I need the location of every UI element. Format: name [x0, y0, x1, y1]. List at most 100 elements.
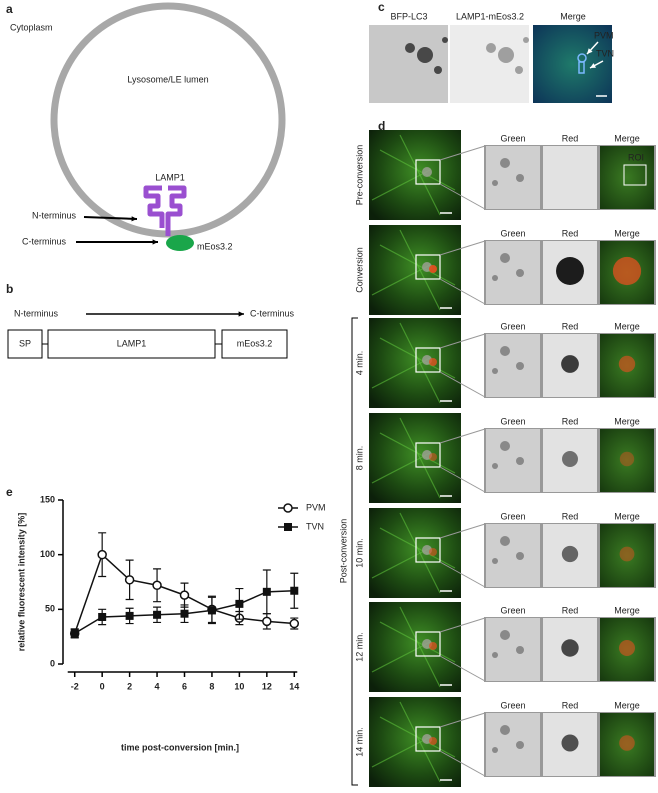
y-tick-label: 0	[50, 658, 55, 668]
column-label: Red	[562, 416, 579, 426]
roi-box	[415, 631, 441, 657]
arrow-head	[131, 216, 137, 222]
panel-label: c	[378, 0, 385, 14]
signal	[561, 734, 579, 752]
red-signal	[429, 265, 437, 273]
column-label: Green	[500, 321, 525, 331]
column-label: Red	[562, 511, 579, 521]
signal	[516, 457, 524, 465]
signal	[498, 47, 514, 63]
red-signal	[429, 358, 437, 366]
roi-box	[623, 164, 647, 186]
crop	[486, 618, 540, 681]
roi-box	[415, 254, 441, 280]
column-label: Green	[500, 133, 525, 143]
signal	[516, 362, 524, 370]
domain-label: LAMP1	[117, 338, 147, 348]
row-label: Pre-conversion	[354, 145, 364, 206]
protein-label: LAMP1	[155, 172, 185, 182]
row-label: 4 min.	[354, 351, 364, 376]
roi-box	[415, 726, 441, 752]
column-label: Merge	[614, 700, 640, 710]
x-tick-label: 0	[100, 681, 105, 691]
signal	[612, 256, 642, 286]
signal	[516, 269, 524, 277]
parasite	[422, 167, 432, 177]
data-point	[124, 575, 135, 585]
roi-box	[415, 442, 441, 468]
legend-marker	[283, 503, 293, 513]
roi-box	[415, 347, 441, 373]
terminus-label: C-terminus	[250, 308, 295, 318]
column-label: Green	[500, 228, 525, 238]
domain-label: mEos3.2	[237, 338, 273, 348]
signal	[516, 646, 524, 654]
column-label: Green	[500, 605, 525, 615]
data-point	[262, 587, 271, 596]
filament	[371, 641, 431, 673]
zoom-line	[439, 333, 486, 349]
micrograph	[369, 25, 448, 103]
signal	[492, 463, 498, 469]
signal	[500, 346, 510, 356]
zoom-line	[439, 561, 486, 588]
panel-label: d	[378, 119, 385, 133]
column-label: Red	[562, 321, 579, 331]
signal	[561, 639, 579, 657]
zoom-line	[439, 617, 486, 633]
crop	[486, 334, 540, 397]
x-tick-label: 14	[289, 681, 299, 691]
red-signal	[429, 548, 437, 556]
x-tick-label: 8	[209, 681, 214, 691]
column-label: Merge	[614, 228, 640, 238]
signal	[492, 558, 498, 564]
column-label: Merge	[614, 321, 640, 331]
signal	[500, 536, 510, 546]
arrow-head	[152, 239, 158, 245]
column-label: Merge	[614, 511, 640, 521]
y-tick-label: 100	[40, 549, 55, 559]
micrograph	[369, 602, 461, 692]
data-point	[179, 590, 190, 600]
signal	[486, 43, 496, 53]
micrograph	[369, 130, 461, 220]
signal	[516, 552, 524, 560]
row-label: 14 min.	[354, 727, 364, 757]
roi-label: ROI	[628, 152, 644, 162]
column-label: Merge	[560, 11, 586, 21]
crop	[600, 429, 654, 492]
group-bracket	[351, 317, 358, 786]
column-label: LAMP1-mEos3.2	[456, 11, 524, 21]
micrograph	[369, 697, 461, 787]
arrow-label: TVN	[596, 48, 614, 58]
x-tick-label: 2	[127, 681, 132, 691]
roi-box	[415, 159, 441, 185]
group-label: Post-conversion	[338, 519, 348, 584]
mEos-tag	[166, 235, 194, 251]
x-axis-label: time post-conversion [min.]	[121, 742, 239, 752]
signal	[405, 43, 415, 53]
signal	[562, 451, 578, 467]
column-label: Red	[562, 605, 579, 615]
domain-box	[7, 329, 43, 359]
signal	[619, 735, 635, 751]
filament	[371, 452, 431, 484]
panel-label: a	[6, 2, 13, 16]
x-tick-label: 10	[234, 681, 244, 691]
micrograph	[369, 225, 461, 315]
micrograph	[369, 318, 461, 408]
signal	[561, 355, 579, 373]
zoom-line	[439, 712, 486, 728]
crop	[600, 524, 654, 587]
signal	[516, 741, 524, 749]
lamp1-shape	[143, 185, 187, 236]
signal	[492, 368, 498, 374]
red-signal	[429, 737, 437, 745]
filament	[371, 169, 431, 201]
red-signal	[429, 642, 437, 650]
column-label: Merge	[614, 605, 640, 615]
region-label: Lysosome/LE lumen	[127, 74, 208, 84]
terminus-label: C-terminus	[22, 236, 67, 246]
tag-label: mEos3.2	[197, 241, 233, 251]
signal	[619, 640, 635, 656]
